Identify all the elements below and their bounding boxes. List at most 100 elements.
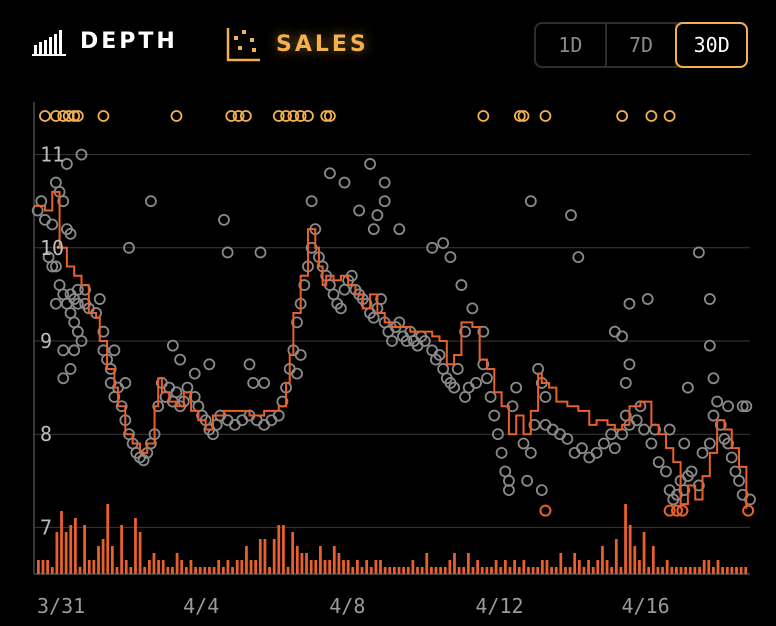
sale-point: [524, 446, 537, 459]
sale-point: [163, 381, 176, 394]
sale-point: [378, 176, 391, 189]
volume-bar: [157, 560, 160, 574]
sale-point: [378, 195, 391, 208]
sale-point: [250, 414, 263, 427]
volume-bar: [263, 539, 267, 574]
volume-bar: [143, 567, 147, 574]
sale-point: [298, 279, 311, 291]
sale-point: [46, 218, 59, 231]
volume-bar: [406, 567, 410, 574]
volume-bar: [369, 567, 373, 574]
volume-bar: [411, 560, 415, 574]
volume-bar: [83, 525, 87, 574]
volume-bar: [383, 567, 387, 574]
sale-point: [221, 414, 234, 427]
sale-point: [104, 363, 117, 375]
sale-point: [108, 344, 121, 357]
sale-point: [462, 381, 475, 394]
listing-marker: [57, 110, 70, 122]
sale-point: [272, 409, 285, 422]
volume-bar: [707, 560, 711, 574]
volume-bar: [485, 567, 489, 574]
sale-point: [681, 381, 694, 394]
volume-bar: [268, 567, 271, 574]
sale-point: [258, 418, 271, 431]
volume-bar: [735, 567, 738, 574]
sale-point: [50, 260, 62, 273]
sale-point: [638, 423, 650, 436]
sale-point: [375, 293, 387, 305]
volume-bar: [258, 539, 262, 574]
sale-point: [535, 484, 548, 497]
range-30d-button[interactable]: 30D: [675, 22, 749, 68]
volume-bar: [272, 539, 276, 574]
volume-bar: [554, 567, 558, 574]
sale-point: [115, 400, 128, 413]
volume-bar: [545, 560, 549, 574]
sale-point: [641, 293, 654, 305]
tab-sales[interactable]: SALES: [226, 26, 369, 62]
sale-point: [39, 213, 51, 226]
sale-point: [733, 474, 745, 487]
sale-point: [470, 377, 482, 389]
volume-bar: [564, 567, 567, 574]
range-1d-button[interactable]: 1D: [536, 24, 607, 66]
sale-point: [418, 335, 431, 347]
volume-bar: [194, 567, 197, 574]
volume-bar: [120, 525, 123, 574]
sale-point: [572, 251, 585, 264]
listing-marker: [294, 110, 307, 122]
volume-bar: [226, 560, 230, 574]
volume-bar: [342, 560, 345, 574]
sale-point-highlight: [539, 504, 552, 517]
sale-point: [35, 195, 48, 208]
sale-point: [334, 302, 347, 315]
volume-bar: [490, 567, 493, 574]
sale-point: [532, 363, 545, 375]
sale-point: [57, 372, 70, 385]
price-step-line-path: [34, 190, 748, 509]
volume-bar: [582, 567, 586, 574]
volume-bar: [725, 567, 729, 574]
volume-bar: [651, 546, 655, 574]
tab-depth[interactable]: DEPTH: [32, 26, 178, 56]
tab-depth-label: DEPTH: [80, 28, 178, 54]
volume-bar: [744, 567, 748, 574]
volume-bar: [249, 560, 253, 574]
listing-marker: [68, 110, 81, 122]
volume-bar: [416, 567, 419, 574]
sale-point: [188, 367, 201, 380]
sale-point: [291, 316, 303, 329]
volume-bar: [198, 567, 202, 574]
sale-point: [539, 391, 552, 403]
volume-bar: [656, 567, 660, 574]
volume-bar: [670, 567, 674, 574]
listing-marker: [39, 110, 51, 122]
sale-point: [546, 423, 559, 436]
volume-bar: [300, 553, 304, 574]
volume-bar: [180, 560, 184, 574]
volume-bar: [37, 560, 40, 574]
volume-bar: [739, 567, 743, 574]
sale-point: [338, 176, 351, 189]
volume-bar: [480, 567, 484, 574]
volume-bar: [101, 539, 105, 574]
x-tick-label: 3/31: [37, 594, 85, 618]
sale-point: [703, 339, 716, 352]
sale-point: [170, 386, 183, 399]
x-tick-label: 4/4: [183, 594, 219, 618]
volume-bar: [64, 532, 68, 574]
volume-bar: [684, 567, 688, 574]
volume-bar: [203, 567, 207, 574]
sale-point: [444, 251, 457, 264]
volume-bar: [55, 532, 59, 574]
volume-bar: [152, 553, 156, 574]
volume-bar: [457, 567, 461, 574]
sale-point: [353, 204, 366, 217]
volume-bar: [679, 567, 683, 574]
listing-marker: [225, 110, 238, 122]
listing-marker: [539, 110, 552, 122]
volume-bar: [332, 546, 336, 574]
volume-bar: [305, 553, 308, 574]
sale-point: [123, 241, 135, 254]
